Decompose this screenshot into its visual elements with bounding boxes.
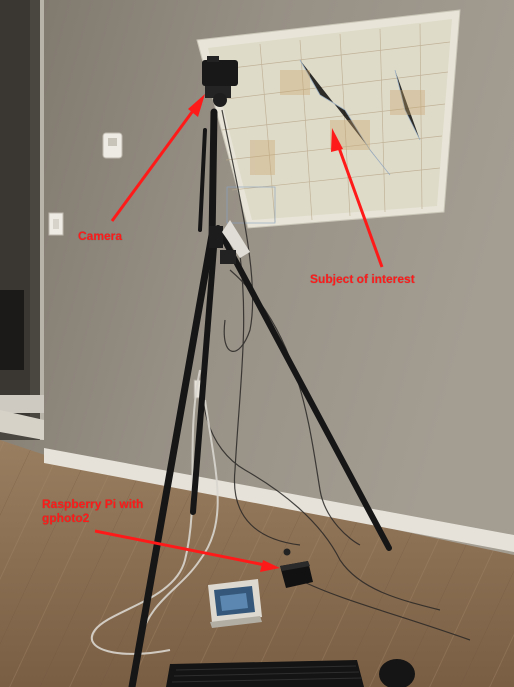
white-cables	[91, 369, 219, 655]
tripod-icon	[128, 108, 392, 687]
raspberry-pi-label-line1: Raspberry Pi with	[42, 497, 144, 511]
baseboard	[44, 448, 514, 552]
raspberry-pi-label: Raspberry Pi with gphoto2	[42, 497, 143, 525]
raspberry-pi-label-line2: gphoto2	[42, 511, 90, 525]
subject-label: Subject of interest	[310, 272, 415, 286]
touch-display	[208, 579, 262, 628]
camera-icon	[202, 56, 238, 107]
mouse-icon	[379, 659, 415, 687]
light-switch-icon	[48, 212, 64, 236]
raspberry-pi-icon	[280, 548, 313, 588]
tripod-head	[209, 220, 250, 264]
map-icon	[196, 9, 461, 229]
thermostat-icon	[102, 132, 123, 159]
cables	[201, 109, 471, 641]
keyboard-icon	[166, 660, 364, 687]
arrow-icon	[94, 94, 384, 572]
camera-label: Camera	[78, 229, 123, 243]
doorway	[0, 0, 44, 440]
